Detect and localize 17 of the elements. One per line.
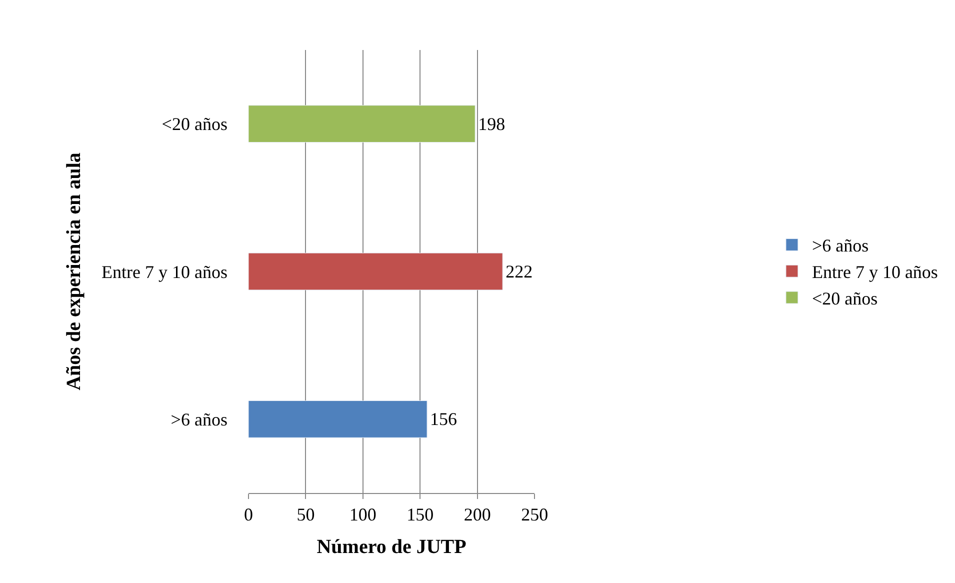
- data-label: 156: [430, 409, 458, 430]
- data-label: 222: [506, 262, 533, 282]
- x-tick-label: 50: [296, 504, 315, 525]
- x-tick-label: 0: [244, 504, 253, 525]
- x-tick-label: 150: [406, 504, 434, 525]
- legend-label: <20 años: [812, 288, 878, 309]
- legend-label: >6 años: [812, 236, 869, 256]
- y-axis-title: Años de experiencia en aula: [62, 152, 85, 390]
- y-tick-label: >6 años: [170, 409, 228, 430]
- x-tick-label: 250: [521, 504, 548, 525]
- y-tick-label: Entre 7 y 10 años: [101, 262, 228, 282]
- data-label: 198: [478, 114, 506, 134]
- y-tick-label: <20 años: [162, 114, 228, 134]
- legend-label: Entre 7 y 10 años: [812, 262, 938, 282]
- x-tick-label: 100: [349, 504, 376, 525]
- x-axis-title: Número de JUTP: [316, 536, 466, 558]
- x-tick-label: 200: [464, 504, 491, 525]
